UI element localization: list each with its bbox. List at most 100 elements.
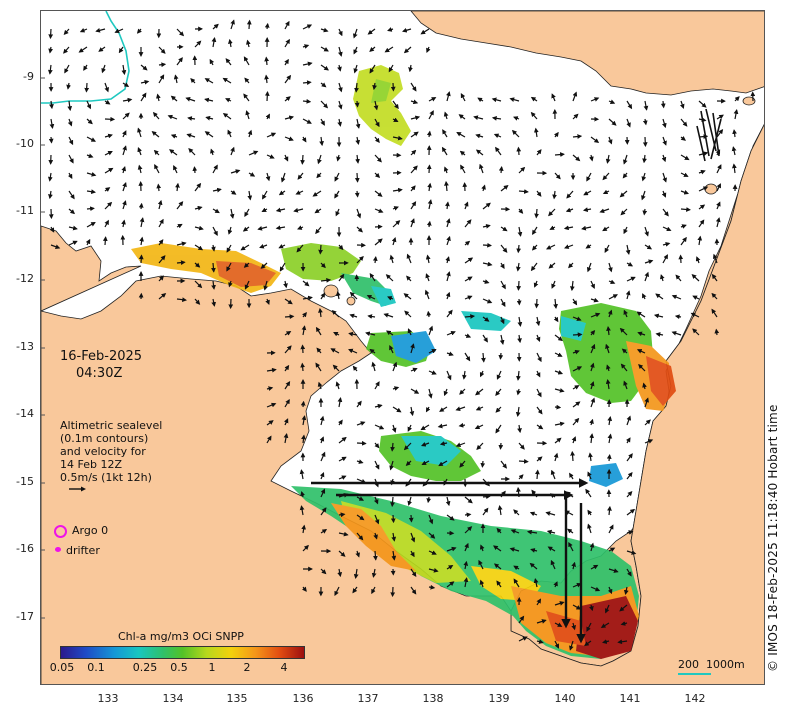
velocity-arrow [426,46,431,53]
velocity-arrow [554,352,563,357]
velocity-arrow [536,406,543,415]
velocity-arrow [516,280,522,291]
velocity-arrow [67,172,73,180]
velocity-arrow [158,255,166,264]
velocity-arrow [67,118,73,127]
velocity-arrow [456,131,466,138]
velocity-arrow [338,244,344,251]
velocity-arrow [391,550,397,561]
velocity-arrow [644,244,653,250]
velocity-arrow [48,28,54,40]
velocity-arrow [516,370,521,381]
velocity-arrow [266,132,277,138]
x-tick-label: 140 [554,692,576,705]
velocity-arrow [204,131,214,138]
velocity-arrow [320,64,329,71]
velocity-arrow [68,154,74,164]
velocity-arrow [572,134,583,139]
velocity-arrow [526,529,538,535]
argo-marker-icon [54,525,67,538]
velocity-arrow [374,136,380,144]
velocity-arrow [402,27,412,33]
velocity-arrow [367,314,376,319]
velocity-arrow [623,586,629,595]
velocity-arrow [121,64,127,76]
velocity-arrow [354,100,360,108]
velocity-arrow [170,95,178,102]
velocity-arrow [366,294,376,300]
velocity-arrow [338,550,346,557]
velocity-arrow [225,98,232,103]
velocity-arrow [374,442,380,449]
velocity-arrow [679,100,685,109]
velocity-arrow [410,165,418,174]
velocity-arrow [384,46,394,53]
velocity-arrow [662,136,667,146]
velocity-arrow [156,183,162,192]
velocity-arrow [604,244,610,253]
velocity-arrow [536,598,542,606]
drifter-label: drifter [66,544,100,557]
y-tick-label: -14 [16,407,34,420]
velocity-arrow [641,172,647,182]
velocity-arrow [553,581,558,588]
velocity-arrow [407,328,413,336]
velocity-arrow [572,366,583,372]
velocity-arrow [121,219,126,228]
velocity-arrow [410,532,416,543]
velocity-arrow [590,297,599,303]
velocity-arrow [620,208,628,216]
velocity-arrow [49,118,55,129]
velocity-arrow [227,226,233,235]
velocity-arrow [529,511,538,517]
x-tick-label: 139 [488,692,510,705]
velocity-arrow [530,111,538,120]
velocity-arrow [464,333,472,338]
velocity-arrow [50,244,61,249]
velocity-arrow [464,314,476,319]
velocity-arrow [410,131,419,138]
velocity-arrow [312,190,322,197]
velocity-arrow [642,154,647,164]
velocity-arrow [572,349,580,355]
velocity-arrow [194,280,203,289]
velocity-arrow [644,271,649,282]
velocity-arrow [300,154,306,165]
velocity-arrow [733,109,739,120]
velocity-arrow [734,96,740,102]
velocity-arrow [353,64,359,74]
velocity-arrow [626,508,636,516]
velocity-arrow [403,46,412,54]
velocity-arrow [283,154,289,162]
velocity-arrow [481,352,486,363]
velocity-arrow [84,82,90,93]
velocity-arrow [338,456,347,462]
velocity-arrow [716,114,724,120]
velocity-arrow [623,154,628,165]
velocity-arrow [86,221,96,228]
velocity-arrow [660,100,666,109]
velocity-arrow [355,136,361,145]
velocity-arrow [459,150,466,156]
velocity-arrow [335,291,341,300]
velocity-arrow [410,586,417,595]
velocity-arrow [554,421,565,427]
velocity-arrow [567,528,574,534]
velocity-arrow [515,406,521,418]
velocity-arrow [607,136,613,145]
velocity-arrow [95,28,106,33]
velocity-arrow [352,28,358,39]
velocity-arrow [296,244,304,253]
velocity-arrow [154,164,160,174]
map-canvas[interactable] [41,11,765,685]
velocity-arrow [518,474,524,480]
velocity-arrow [587,509,593,516]
velocity-arrow [513,565,520,571]
velocity-arrow [338,531,349,537]
velocity-arrow [176,260,186,265]
velocity-arrow [644,397,649,408]
map-frame[interactable] [40,10,765,685]
velocity-arrow [608,279,616,285]
velocity-arrow [301,434,306,444]
velocity-arrow [353,568,359,580]
